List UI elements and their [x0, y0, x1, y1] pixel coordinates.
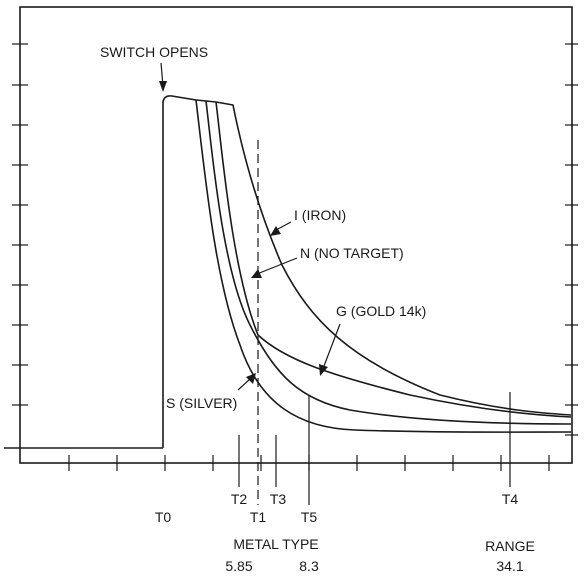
right-axis-ticks — [565, 43, 578, 436]
switch-opens-label: SWITCH OPENS — [100, 44, 208, 60]
t4-label: T4 — [502, 491, 519, 507]
iron-arrow-shaft — [275, 221, 292, 231]
silver-arrow-shaft — [237, 378, 251, 391]
range-label: RANGE — [485, 538, 535, 554]
curve-silver — [195, 99, 572, 433]
no-target-arrow-shaft — [256, 257, 298, 275]
iron-label: I (IRON) — [294, 207, 346, 223]
silver-arrowhead — [246, 373, 256, 384]
gold-label: G (GOLD 14k) — [336, 303, 426, 319]
curve-iron — [215, 101, 572, 416]
silver-label: S (SILVER) — [166, 395, 237, 411]
t3-label: T3 — [270, 491, 287, 507]
left-axis-ticks — [12, 43, 28, 406]
no-target-arrowhead — [251, 269, 262, 278]
t2-label: T2 — [231, 491, 248, 507]
iron-arrowhead — [270, 226, 281, 236]
t5-label: T5 — [301, 509, 318, 525]
t0-label: T0 — [155, 509, 172, 525]
curve-no-target — [195, 99, 572, 425]
curve-gold — [205, 100, 572, 418]
gold-arrow-shaft — [323, 323, 341, 367]
plot-frame — [19, 6, 573, 464]
t1-label: T1 — [250, 509, 267, 525]
metal-type-label: METAL TYPE — [233, 536, 318, 552]
metal-type-value-2: 8.3 — [299, 558, 319, 574]
no-target-label: N (NO TARGET) — [300, 245, 404, 261]
range-value: 34.1 — [496, 558, 523, 574]
switch-opens-arrowhead — [159, 81, 167, 92]
metal-type-value-1: 5.85 — [225, 558, 252, 574]
pulse-rising-edge — [162, 95, 197, 448]
gold-arrowhead — [319, 364, 328, 376]
